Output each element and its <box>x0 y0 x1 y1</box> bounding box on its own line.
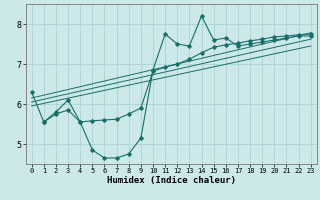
X-axis label: Humidex (Indice chaleur): Humidex (Indice chaleur) <box>107 176 236 185</box>
